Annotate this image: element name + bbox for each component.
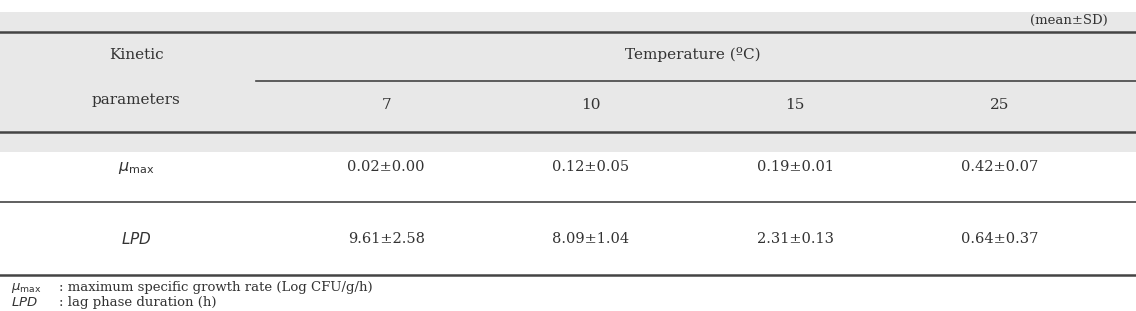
Text: : maximum specific growth rate (Log CFU/g/h): : maximum specific growth rate (Log CFU/…: [59, 281, 373, 294]
Text: 0.02±0.00: 0.02±0.00: [348, 160, 425, 174]
Text: 0.19±0.01: 0.19±0.01: [757, 160, 834, 174]
Text: $\mathit{LPD}$: $\mathit{LPD}$: [120, 231, 152, 247]
Text: 0.64±0.37: 0.64±0.37: [961, 232, 1038, 246]
Text: 9.61±2.58: 9.61±2.58: [348, 232, 425, 246]
Text: parameters: parameters: [92, 93, 181, 107]
Text: $\mathit{LPD}$: $\mathit{LPD}$: [11, 296, 39, 309]
Text: 2.31±0.13: 2.31±0.13: [757, 232, 834, 246]
Text: 7: 7: [382, 98, 391, 112]
Text: 0.12±0.05: 0.12±0.05: [552, 160, 629, 174]
Text: 10: 10: [580, 98, 601, 112]
Text: 25: 25: [989, 98, 1010, 112]
Text: (mean±SD): (mean±SD): [1030, 14, 1108, 27]
Text: Kinetic: Kinetic: [109, 48, 164, 62]
Text: 8.09±1.04: 8.09±1.04: [552, 232, 629, 246]
Text: $\mu_{\mathrm{max}}$: $\mu_{\mathrm{max}}$: [11, 281, 42, 295]
Text: : lag phase duration (h): : lag phase duration (h): [59, 296, 217, 309]
Text: Temperature (ºC): Temperature (ºC): [625, 47, 761, 62]
Text: 0.42±0.07: 0.42±0.07: [961, 160, 1038, 174]
Text: $\mu_{\mathrm{max}}$: $\mu_{\mathrm{max}}$: [118, 159, 154, 176]
FancyBboxPatch shape: [0, 12, 1136, 152]
Text: 15: 15: [785, 98, 805, 112]
